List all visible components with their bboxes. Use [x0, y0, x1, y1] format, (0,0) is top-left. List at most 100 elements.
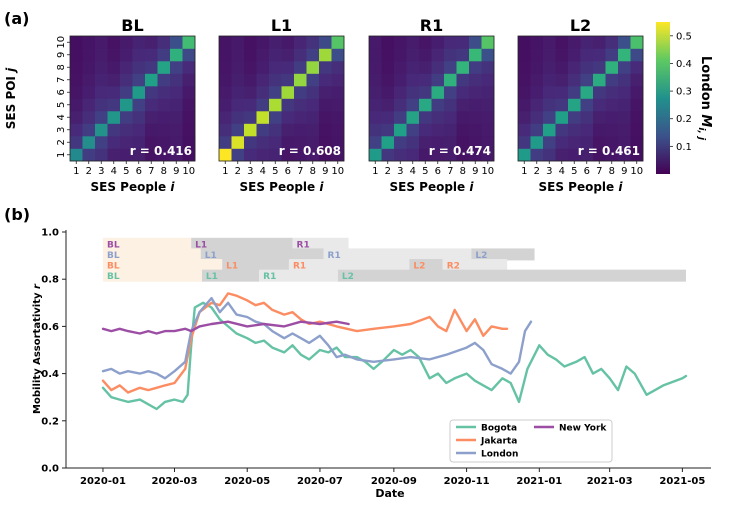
heatmap-cell — [469, 48, 482, 62]
heatmap-cell — [244, 98, 257, 112]
y-tick-label: 9 — [56, 52, 67, 58]
heatmap-cell — [132, 36, 146, 49]
heatmap-cell — [107, 136, 121, 149]
heatmap-cell — [306, 148, 320, 162]
heatmap-cell — [530, 36, 544, 49]
heatmap-cell — [170, 98, 183, 112]
heatmap-cell — [593, 86, 606, 99]
heatmap-cell — [406, 148, 420, 162]
colorbar: 0.1 0.2 0.3 0.4 0.5 London Mi, j — [656, 22, 713, 174]
x-tick-label: 2021-03 — [587, 476, 633, 487]
heatmap-cell — [394, 148, 407, 162]
heatmap-cell — [244, 148, 257, 162]
x-tick-label: 4 — [260, 166, 266, 177]
heatmap-cell — [132, 111, 146, 124]
heatmap-x-label: SES People i — [91, 180, 176, 194]
heatmap-cell — [580, 48, 594, 62]
heatmap-cell — [381, 111, 395, 124]
heatmap-cell — [419, 36, 432, 49]
heatmap-cell — [618, 61, 631, 74]
phase-label: R1 — [293, 262, 306, 272]
x-tick-label: 9 — [472, 166, 478, 177]
heatmap-cell — [518, 136, 531, 149]
heatmap-cell — [469, 136, 482, 149]
heatmap-cell — [630, 73, 644, 87]
heatmap-cell — [568, 48, 581, 62]
x-tick-label: 5 — [422, 166, 428, 177]
legend-item-london: London — [456, 450, 518, 460]
heatmap-cell — [444, 98, 457, 112]
heatmap-cell — [543, 98, 556, 112]
heatmap-cell — [618, 73, 631, 87]
heatmap-cell — [431, 123, 445, 137]
phase-label: BL — [107, 262, 120, 272]
heatmap-r1: R1 r = 0.474 1 2 3 4 5 6 7 8 9 10 SES People i — [368, 16, 495, 194]
heatmap-cell — [256, 48, 270, 62]
heatmap-cell — [555, 148, 569, 162]
heatmap-cell — [170, 111, 183, 124]
heatmap-l2: L2 r = 0.461 1 2 3 4 5 6 7 8 9 10 SES People i — [517, 16, 644, 194]
heatmap-cell — [170, 136, 183, 149]
heatmap-cell — [256, 136, 270, 149]
heatmap-cell — [120, 136, 133, 149]
heatmap-cell — [269, 73, 282, 87]
heatmap-cell — [568, 98, 581, 112]
heatmap-cell — [630, 136, 644, 149]
heatmap-cell — [145, 123, 158, 137]
heatmap-cell — [406, 48, 420, 62]
heatmap-cell — [244, 73, 257, 87]
heatmap-cell — [231, 73, 245, 87]
heatmap-cell — [605, 123, 619, 137]
heatmap-cell — [369, 98, 382, 112]
heatmap-cell — [580, 73, 594, 87]
heatmap-cell — [107, 61, 121, 74]
heatmap-cell — [530, 61, 544, 74]
heatmap-cell — [107, 86, 121, 99]
heatmap-cell — [555, 36, 569, 49]
heatmap-cell — [406, 111, 420, 124]
heatmap-cell — [294, 111, 307, 124]
heatmap-cell — [406, 61, 420, 74]
heatmap-cell — [568, 86, 581, 99]
heatmap-cell — [605, 98, 619, 112]
heatmap-cell — [170, 148, 183, 162]
legend-label: Bogota — [481, 424, 517, 434]
heatmap-cell — [568, 136, 581, 149]
heatmap-cell — [157, 148, 171, 162]
phase-label: L2 — [475, 251, 487, 261]
heatmap-cell — [95, 86, 108, 99]
heatmap-cell — [605, 136, 619, 149]
heatmap-cell — [444, 36, 457, 49]
heatmap-cell — [319, 86, 332, 99]
heatmap-cell — [419, 123, 432, 137]
heatmap-cell — [406, 123, 420, 137]
heatmap-cell — [331, 61, 345, 74]
heatmap-cell — [394, 73, 407, 87]
heatmap-cell — [580, 123, 594, 137]
heatmap-cell — [281, 148, 295, 162]
heatmap-cell — [170, 123, 183, 137]
heatmap-l1: L1 r = 0.608 1 2 3 4 5 6 7 8 9 10 SES People i — [218, 16, 345, 194]
heatmap-cell — [518, 86, 531, 99]
heatmap-cell — [406, 73, 420, 87]
heatmap-cell — [269, 86, 282, 99]
phase-label: L2 — [342, 272, 354, 282]
heatmap-cell — [456, 36, 470, 49]
heatmap-title: L1 — [271, 16, 292, 35]
heatmap-cell — [182, 111, 196, 124]
heatmap-cell — [244, 136, 257, 149]
heatmap-cell — [319, 73, 332, 87]
x-tick-label: 10 — [182, 166, 195, 177]
heatmap-cell — [543, 73, 556, 87]
heatmap-cell — [431, 48, 445, 62]
heatmap-cell — [456, 148, 470, 162]
heatmap-cell — [630, 86, 644, 99]
heatmap-cell — [120, 98, 133, 112]
heatmap-cell — [431, 36, 445, 49]
heatmap-cell — [269, 98, 282, 112]
heatmap-cell — [145, 36, 158, 49]
heatmap-x-label: SES People i — [390, 180, 475, 194]
heatmap-cell — [120, 73, 133, 87]
